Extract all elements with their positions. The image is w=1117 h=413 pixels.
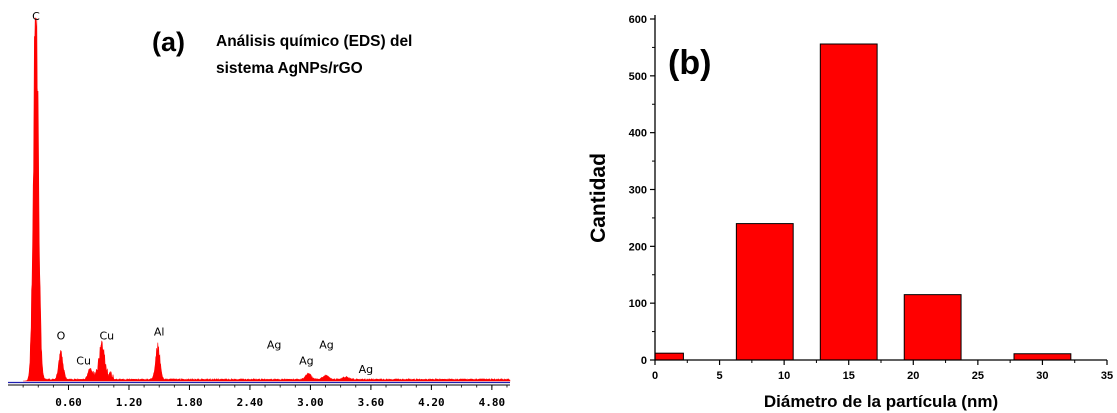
eds-title-line-2: sistema AgNPs/rGO bbox=[216, 60, 363, 77]
eds-peak-label-1: O bbox=[57, 329, 66, 342]
histogram-y-tick-label-5: 500 bbox=[629, 71, 647, 83]
eds-x-tick-label-2: 1.80 bbox=[176, 396, 203, 409]
histogram-y-tick-label-0: 0 bbox=[641, 355, 647, 367]
eds-peak-labels: C O Cu Cu Al Ag Ag Ag Ag bbox=[32, 10, 373, 376]
eds-title-line-1: Análisis químico (EDS) del bbox=[216, 33, 412, 50]
eds-peak-label-7: Ag bbox=[319, 338, 334, 351]
histogram-x-tick-label-0: 0 bbox=[652, 370, 658, 382]
eds-spectrum-panel: (a) Análisis químico (EDS) del sistema A… bbox=[8, 10, 511, 409]
histogram-x-tick-label-2: 10 bbox=[778, 370, 790, 382]
eds-peak-label-3: Cu bbox=[99, 329, 114, 342]
histogram-bars bbox=[654, 43, 1072, 361]
histogram-y-tick-label-6: 600 bbox=[629, 14, 647, 26]
histogram-y-tick-label-4: 400 bbox=[629, 128, 647, 140]
histogram-bar-0 bbox=[654, 352, 684, 361]
eds-spectrum-area bbox=[23, 17, 511, 382]
histogram-bar-3 bbox=[903, 294, 962, 361]
eds-peak-label-2: Cu bbox=[76, 355, 91, 368]
histogram-x-tick-label-3: 15 bbox=[843, 370, 855, 382]
eds-x-tick-label-7: 4.80 bbox=[479, 396, 506, 409]
histogram-y-axis-label: Cantidad bbox=[587, 153, 610, 243]
histogram-y-tick-label-1: 100 bbox=[629, 298, 647, 310]
histogram-x-axis-label: Diámetro de la partícula (nm) bbox=[764, 392, 998, 411]
histogram-x-tick-label-1: 5 bbox=[717, 370, 723, 382]
histogram-y-tick-label-3: 300 bbox=[629, 185, 647, 197]
eds-x-tick-label-6: 4.20 bbox=[418, 396, 445, 409]
eds-peak-label-6: Ag bbox=[299, 355, 314, 368]
eds-panel-label: (a) bbox=[152, 27, 185, 57]
histogram-x-tick-label-6: 30 bbox=[1036, 370, 1048, 382]
histogram-y-ticks: 0 100 200 300 400 500 600 bbox=[629, 14, 655, 367]
eds-x-tick-label-1: 1.20 bbox=[116, 396, 143, 409]
histogram-y-tick-label-2: 200 bbox=[629, 241, 647, 253]
eds-x-tick-label-4: 3.00 bbox=[297, 396, 324, 409]
eds-peak-label-0: C bbox=[32, 10, 40, 23]
eds-x-tick-label-3: 2.40 bbox=[237, 396, 264, 409]
eds-x-ticks: 0.60 1.20 1.80 2.40 3.00 3.60 4.20 4.80 bbox=[22, 385, 508, 409]
eds-x-tick-label-0: 0.60 bbox=[55, 396, 82, 409]
eds-peak-label-8: Ag bbox=[359, 363, 374, 376]
histogram-x-ticks: 0 5 10 15 20 25 30 35 bbox=[652, 360, 1113, 382]
histogram-axes bbox=[654, 15, 1107, 361]
eds-peak-label-5: Ag bbox=[267, 338, 282, 351]
histogram-x-tick-label-5: 25 bbox=[972, 370, 984, 382]
histogram-x-tick-label-7: 35 bbox=[1101, 370, 1113, 382]
eds-spectrum-trace bbox=[8, 17, 511, 384]
particle-histogram-panel: 0 100 200 300 400 500 600 0 5 10 15 20 25 30 35 (b) D… bbox=[587, 14, 1113, 411]
eds-peak-label-4: Al bbox=[154, 326, 165, 339]
eds-x-tick-label-5: 3.60 bbox=[358, 396, 385, 409]
histogram-panel-label: (b) bbox=[668, 44, 711, 82]
histogram-x-tick-label-4: 20 bbox=[907, 370, 919, 382]
histogram-bar-2 bbox=[819, 43, 878, 361]
histogram-bar-4 bbox=[1013, 353, 1072, 361]
histogram-bar-1 bbox=[735, 223, 794, 361]
